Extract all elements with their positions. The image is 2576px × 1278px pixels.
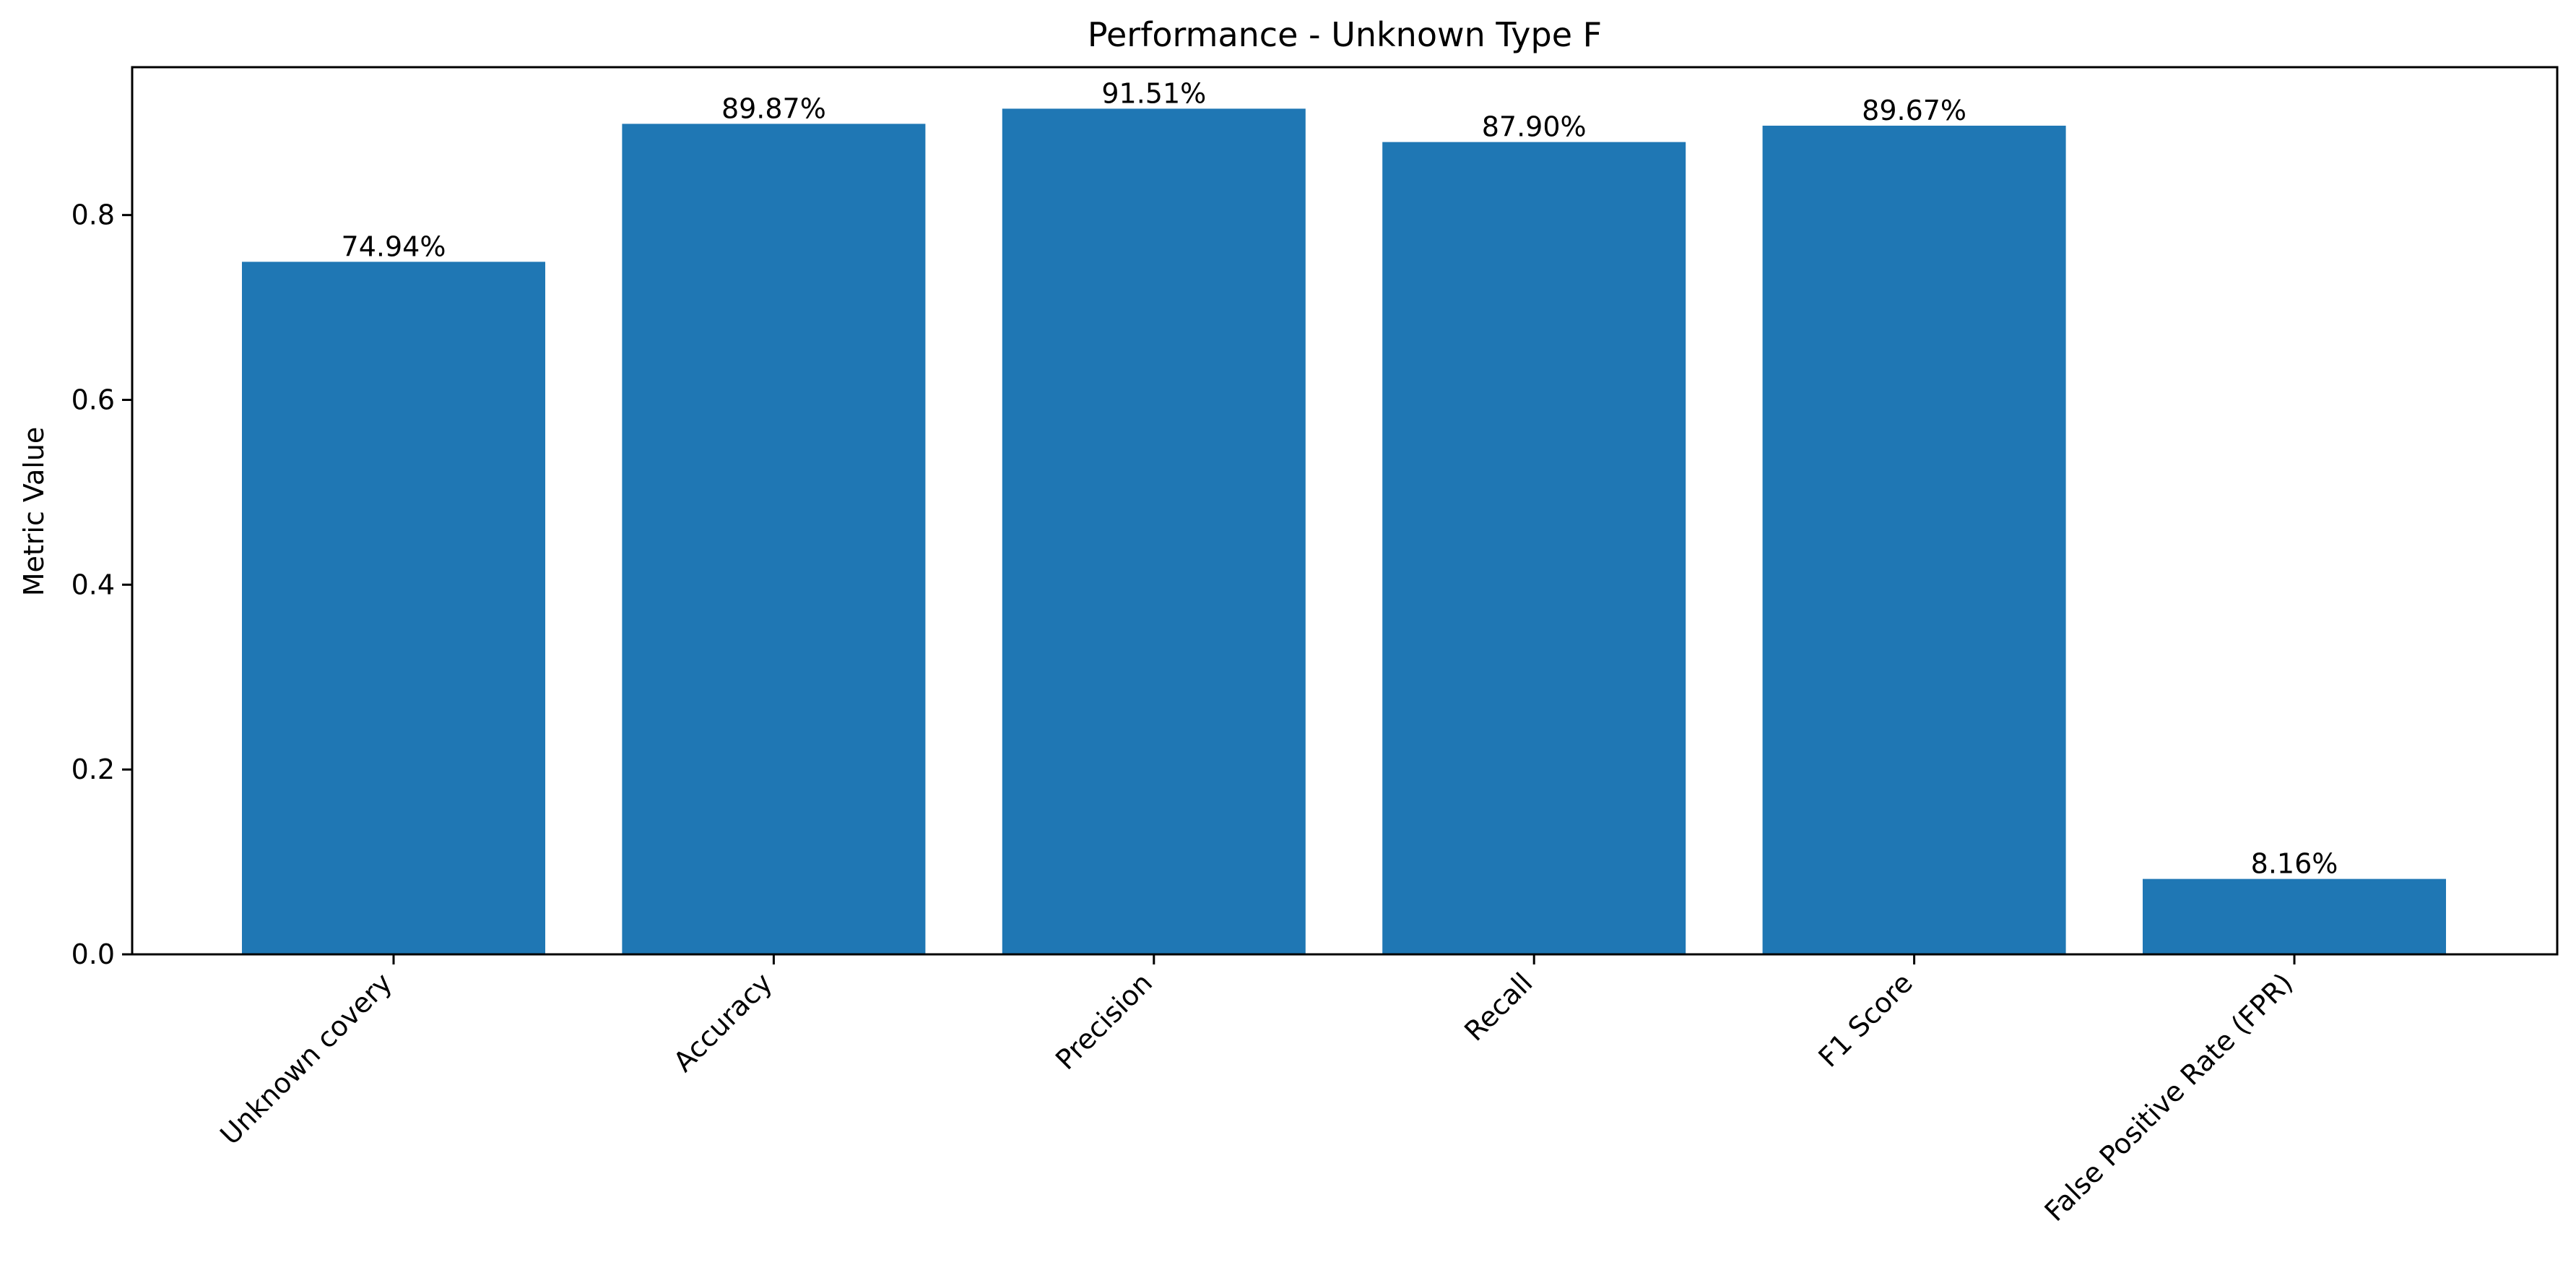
data-label-4: 87.90% bbox=[1482, 111, 1587, 143]
y-tick-label-1: 0.0 bbox=[71, 938, 115, 970]
x-tick-label-5: F1 Score bbox=[1812, 967, 1918, 1073]
bar-6 bbox=[2143, 878, 2446, 954]
y-tick-label-3: 0.4 bbox=[71, 569, 115, 600]
data-labels-group: 74.94% 89.87% 91.51% 87.90% 89.67% 8.16% bbox=[342, 77, 2338, 879]
x-tick-label-1: Unknown covery bbox=[214, 967, 398, 1151]
chart-title: Performance - Unknown Type F bbox=[1088, 15, 1602, 54]
data-label-1: 74.94% bbox=[342, 230, 446, 262]
bar-1 bbox=[242, 262, 545, 955]
data-label-6: 8.16% bbox=[2251, 848, 2338, 880]
bars-group bbox=[242, 108, 2446, 955]
x-tick-label-3: Precision bbox=[1049, 967, 1158, 1076]
bar-5 bbox=[1762, 125, 2066, 955]
data-label-5: 89.67% bbox=[1862, 95, 1966, 126]
x-tick-label-4: Recall bbox=[1458, 967, 1538, 1047]
y-axis-label: Metric Value bbox=[18, 427, 50, 597]
data-label-3: 91.51% bbox=[1101, 77, 1206, 109]
bar-4 bbox=[1382, 142, 1686, 954]
x-axis-ticks: Unknown covery Accuracy Precision Recall F1 … bbox=[214, 954, 2299, 1227]
y-tick-label-2: 0.2 bbox=[71, 754, 115, 785]
bar-3 bbox=[1002, 108, 1306, 955]
bar-2 bbox=[622, 124, 926, 954]
y-axis-ticks: 0.0 0.2 0.4 0.6 0.8 bbox=[71, 199, 132, 970]
x-tick-label-6: False Positive Rate (FPR) bbox=[2039, 967, 2299, 1227]
plot-area-frame bbox=[131, 66, 2559, 956]
y-tick-label-5: 0.8 bbox=[71, 199, 115, 231]
data-label-2: 89.87% bbox=[721, 92, 826, 124]
y-tick-label-4: 0.6 bbox=[71, 384, 115, 416]
x-tick-label-2: Accuracy bbox=[667, 967, 779, 1078]
